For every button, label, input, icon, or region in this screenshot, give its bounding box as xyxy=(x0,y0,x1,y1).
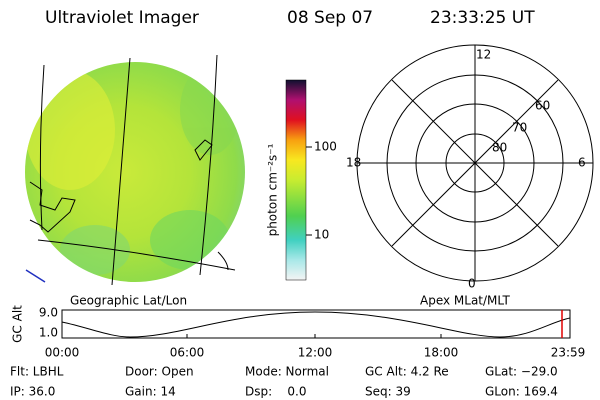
mlt-label: 18 xyxy=(346,156,361,170)
info-field: Gain: 14 xyxy=(125,385,176,399)
orbit-xtick: 23:59 xyxy=(551,346,586,360)
orbit-ytick: 9.0 xyxy=(39,306,58,320)
info-field: Dsp: 0.0 xyxy=(245,385,307,399)
orbit-xtick: 06:00 xyxy=(170,346,205,360)
orbit-plot xyxy=(61,309,571,339)
mlat-label: 70 xyxy=(512,121,527,135)
info-field: GLat: −29.0 xyxy=(485,365,558,379)
orbit-xtick: 18:00 xyxy=(424,346,459,360)
info-field: Seq: 39 xyxy=(365,385,411,399)
mlat-label: 80 xyxy=(492,141,507,155)
mlt-label: 0 xyxy=(468,277,476,291)
colorbar-label: photon cm⁻²s⁻¹ xyxy=(266,143,280,236)
mlt-label: 6 xyxy=(578,156,586,170)
polar-grid xyxy=(356,44,594,282)
title: Ultraviolet Imager xyxy=(45,8,199,28)
orbit-ytick: 1.0 xyxy=(39,326,58,340)
info-field: GLon: 169.4 xyxy=(485,385,558,399)
colorbar: 100 10 photon cm⁻²s⁻¹ xyxy=(266,79,337,281)
orbit-xtick: 00:00 xyxy=(45,346,80,360)
orbit-axis-label: GC Alt xyxy=(11,305,25,343)
info-field: Mode: Normal xyxy=(245,365,329,379)
time: 23:33:25 UT xyxy=(430,8,535,28)
info-field: Flt: LBHL xyxy=(10,365,64,379)
info-field: Door: Open xyxy=(125,365,194,379)
info-field: GC Alt: 4.2 Re xyxy=(365,365,449,379)
orbit-xtick: 12:00 xyxy=(298,346,333,360)
orbit-left-label: Geographic Lat/Lon xyxy=(70,294,187,308)
uv-image xyxy=(25,54,245,286)
date: 08 Sep 07 xyxy=(287,8,373,28)
colorbar-tick: 10 xyxy=(314,228,329,242)
info-field: IP: 36.0 xyxy=(10,385,55,399)
colorbar-tick: 100 xyxy=(314,140,337,154)
orbit-right-label: Apex MLat/MLT xyxy=(420,294,510,308)
mlat-label: 60 xyxy=(535,99,550,113)
info-panel: Flt: LBHL Door: Open Mode: Normal GC Alt: 4… xyxy=(10,365,558,399)
mlt-label: 12 xyxy=(476,48,491,62)
